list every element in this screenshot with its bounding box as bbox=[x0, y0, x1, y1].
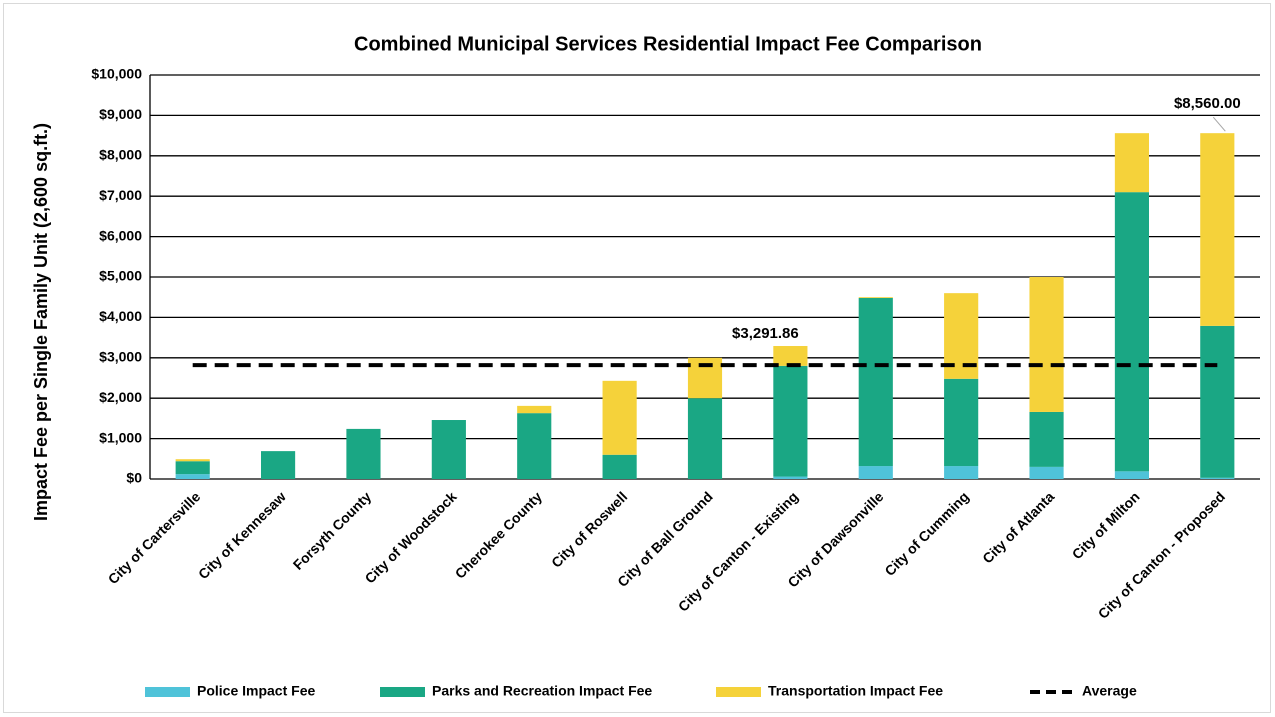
legend-swatch bbox=[145, 687, 190, 697]
y-tick-label: $1,000 bbox=[99, 429, 142, 445]
bar-segment bbox=[517, 413, 552, 479]
legend-label: Average bbox=[1082, 683, 1137, 699]
y-tick-label: $2,000 bbox=[99, 389, 142, 405]
bar-segment bbox=[773, 346, 808, 366]
bar-segment bbox=[1200, 477, 1235, 479]
legend-label: Parks and Recreation Impact Fee bbox=[432, 683, 652, 699]
bar-segment bbox=[858, 297, 893, 299]
bar-segment bbox=[175, 459, 210, 462]
legend-swatch bbox=[716, 687, 761, 697]
y-tick-label: $7,000 bbox=[99, 187, 142, 203]
bar-segment bbox=[1114, 133, 1149, 193]
bar-segment bbox=[175, 474, 210, 479]
y-tick-label: $3,000 bbox=[99, 349, 142, 365]
y-tick-label: $6,000 bbox=[99, 227, 142, 243]
bar-segment bbox=[602, 454, 637, 479]
legend-swatch bbox=[380, 687, 425, 697]
y-tick-label: $9,000 bbox=[99, 106, 142, 122]
y-tick-label: $10,000 bbox=[91, 66, 142, 82]
legend-label: Police Impact Fee bbox=[197, 683, 315, 699]
bar-segment bbox=[773, 476, 808, 479]
bar-segment bbox=[1200, 325, 1235, 478]
bar-segment bbox=[1029, 411, 1064, 467]
bar-segment bbox=[858, 298, 893, 467]
annotation: $3,291.86 bbox=[732, 325, 799, 342]
bar-segment bbox=[1029, 466, 1064, 479]
y-tick-label: $0 bbox=[126, 470, 142, 486]
y-tick-label: $4,000 bbox=[99, 308, 142, 324]
legend-label: Transportation Impact Fee bbox=[768, 683, 943, 699]
bar-segment bbox=[1114, 471, 1149, 479]
bar-segment bbox=[944, 466, 979, 479]
bar-segment bbox=[517, 405, 552, 414]
bar-segment bbox=[346, 428, 381, 479]
y-tick-label: $5,000 bbox=[99, 268, 142, 284]
leader-line bbox=[1212, 116, 1226, 132]
bar-segment bbox=[944, 378, 979, 467]
bar-segment bbox=[431, 420, 466, 479]
bar-segment bbox=[1200, 133, 1235, 326]
y-tick-label: $8,000 bbox=[99, 147, 142, 163]
bar-segment bbox=[773, 365, 808, 477]
annotation: $8,560.00 bbox=[1174, 95, 1241, 112]
y-axis-title: Impact Fee per Single Family Unit (2,600… bbox=[31, 123, 51, 521]
bar-segment bbox=[1029, 277, 1064, 412]
bar-segment bbox=[858, 466, 893, 479]
chart-title: Combined Municipal Services Residential … bbox=[354, 33, 982, 55]
bar-segment bbox=[687, 398, 723, 479]
bar-segment bbox=[261, 451, 296, 479]
bar-segment bbox=[175, 461, 210, 475]
bar-segment bbox=[602, 380, 637, 455]
bar-segment bbox=[1114, 192, 1149, 472]
